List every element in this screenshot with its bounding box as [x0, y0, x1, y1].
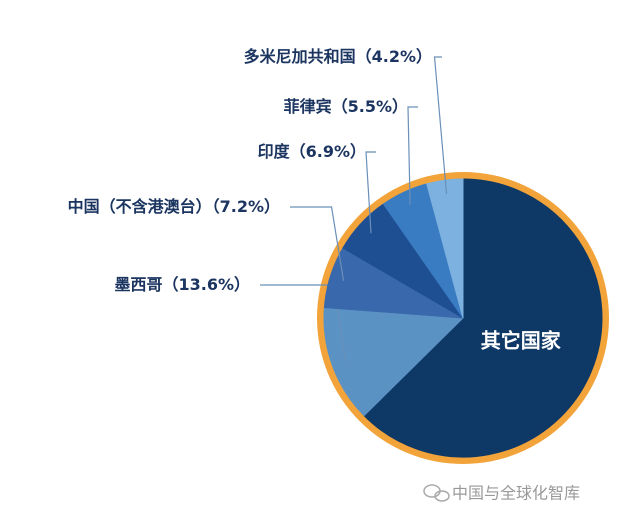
pie-slice — [363, 178, 603, 458]
slice-label: 印度（6.9%） — [258, 142, 366, 161]
category-label: 多米尼加共和国 — [244, 47, 356, 66]
value-label: （13.6%） — [162, 275, 250, 294]
slice-label: 多米尼加共和国（4.2%） — [244, 47, 432, 66]
value-label: （5.5%） — [332, 97, 408, 116]
value-label: （6.9%） — [290, 142, 366, 161]
leader-line — [433, 56, 448, 195]
value-label: （4.2%） — [356, 47, 432, 66]
leader-line — [365, 151, 376, 234]
slice-label: 中国（不含港澳台）（7.2%） — [68, 197, 280, 216]
pie-slice — [323, 306, 465, 417]
category-label: 其它国家 — [481, 329, 562, 353]
category-label: 中国（不含港澳台） — [68, 197, 212, 216]
value-label: （7.2%） — [212, 197, 280, 216]
leader-line — [407, 106, 418, 205]
slice-label: 墨西哥（13.6%） — [114, 275, 250, 294]
pie-slice — [426, 178, 464, 319]
slice-label: 菲律宾（5.5%） — [284, 97, 408, 116]
leader-line — [290, 206, 345, 281]
category-label: 印度 — [258, 142, 291, 161]
category-label: 墨西哥 — [114, 275, 162, 294]
category-label: 菲律宾 — [284, 97, 332, 116]
watermark: 中国与全球化智库 — [452, 484, 580, 503]
watermark-icon — [423, 484, 450, 502]
